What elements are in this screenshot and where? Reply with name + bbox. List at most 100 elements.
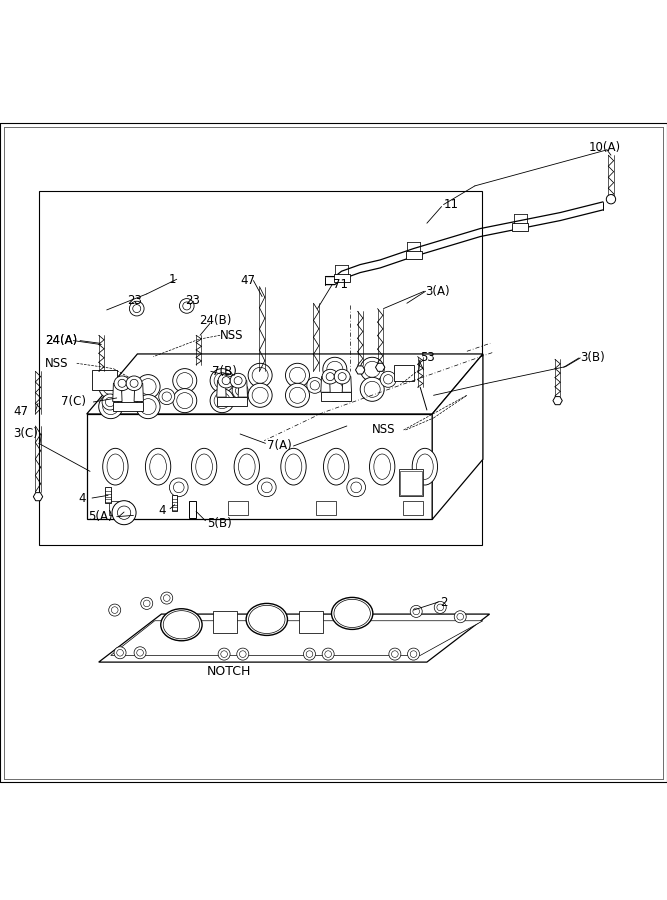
Ellipse shape [196, 454, 213, 480]
Circle shape [162, 392, 171, 401]
Circle shape [437, 604, 444, 611]
Circle shape [237, 648, 249, 660]
Polygon shape [87, 414, 432, 519]
Bar [189, 500, 196, 518]
Circle shape [261, 482, 272, 492]
Circle shape [173, 369, 197, 392]
Polygon shape [111, 621, 483, 655]
Ellipse shape [249, 606, 285, 634]
Circle shape [347, 478, 366, 497]
Circle shape [351, 482, 362, 492]
Circle shape [99, 394, 123, 418]
Circle shape [117, 650, 123, 656]
Circle shape [322, 648, 334, 660]
Ellipse shape [334, 599, 370, 627]
Circle shape [252, 387, 268, 403]
Ellipse shape [103, 448, 128, 485]
Text: 71: 71 [334, 278, 348, 291]
Circle shape [99, 374, 123, 399]
Circle shape [434, 601, 446, 614]
Circle shape [117, 506, 131, 519]
Text: NSS: NSS [220, 328, 243, 342]
Ellipse shape [281, 448, 306, 485]
Circle shape [248, 383, 272, 408]
Circle shape [177, 373, 193, 389]
Ellipse shape [331, 598, 373, 629]
Text: NOTCH: NOTCH [207, 665, 251, 678]
Bar [105, 488, 111, 503]
Circle shape [141, 598, 153, 609]
Circle shape [118, 379, 126, 387]
Circle shape [214, 392, 230, 409]
Ellipse shape [328, 454, 344, 480]
Bar [394, 365, 414, 381]
Circle shape [222, 376, 230, 384]
Circle shape [140, 399, 156, 415]
Circle shape [303, 648, 315, 660]
Circle shape [360, 357, 384, 382]
Circle shape [289, 367, 305, 383]
Circle shape [392, 651, 398, 657]
Circle shape [384, 374, 393, 384]
Ellipse shape [126, 376, 142, 391]
Text: 3(A): 3(A) [426, 284, 450, 298]
Bar [316, 500, 336, 516]
Polygon shape [376, 364, 385, 372]
Text: 24(A): 24(A) [45, 334, 77, 347]
Circle shape [239, 651, 246, 657]
Text: 7(A): 7(A) [267, 439, 291, 453]
Bar [399, 469, 423, 496]
Circle shape [327, 382, 343, 397]
Text: NSS: NSS [372, 424, 396, 436]
Circle shape [323, 357, 347, 382]
Ellipse shape [191, 448, 217, 485]
Ellipse shape [163, 611, 199, 639]
Polygon shape [217, 397, 247, 406]
Circle shape [410, 606, 422, 617]
Circle shape [413, 608, 420, 615]
Ellipse shape [145, 448, 171, 485]
Circle shape [161, 592, 173, 604]
Text: 24(B): 24(B) [199, 314, 231, 327]
Bar [92, 370, 117, 390]
Bar [228, 500, 248, 516]
Bar [213, 611, 237, 633]
Text: 1: 1 [169, 273, 176, 285]
Bar [403, 500, 423, 516]
Ellipse shape [218, 374, 234, 388]
Bar [406, 251, 422, 259]
Circle shape [325, 651, 331, 657]
Circle shape [103, 379, 119, 394]
Text: 4: 4 [79, 491, 86, 505]
Polygon shape [432, 354, 483, 519]
Circle shape [289, 387, 305, 403]
Ellipse shape [107, 454, 124, 480]
Ellipse shape [230, 374, 246, 388]
Ellipse shape [374, 454, 390, 480]
Text: 2: 2 [440, 596, 448, 608]
Circle shape [111, 607, 118, 614]
Circle shape [307, 377, 323, 393]
Text: NSS: NSS [45, 356, 69, 370]
Polygon shape [217, 381, 226, 397]
Text: 23: 23 [127, 294, 141, 307]
Ellipse shape [370, 448, 395, 485]
Circle shape [137, 650, 143, 656]
Text: 24(A): 24(A) [45, 334, 77, 347]
Circle shape [380, 372, 396, 387]
Circle shape [310, 381, 319, 390]
Circle shape [218, 648, 230, 660]
Ellipse shape [322, 369, 338, 384]
Circle shape [173, 389, 197, 412]
Polygon shape [342, 376, 352, 392]
Circle shape [327, 361, 343, 377]
Circle shape [136, 394, 160, 418]
Circle shape [389, 648, 401, 660]
Text: 47: 47 [13, 405, 28, 418]
Circle shape [210, 389, 234, 412]
Polygon shape [99, 614, 490, 662]
Circle shape [133, 304, 141, 312]
Polygon shape [553, 397, 562, 405]
Circle shape [130, 379, 138, 387]
Circle shape [114, 647, 126, 659]
